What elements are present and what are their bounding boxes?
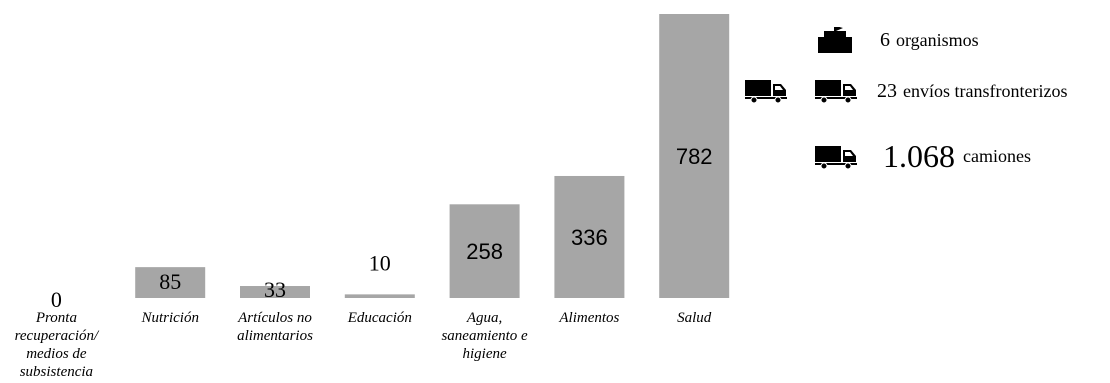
value-label-4: 258 xyxy=(466,239,503,264)
legend-organismos: 6 organismos xyxy=(818,27,979,53)
value-label-2: 33 xyxy=(264,277,286,302)
legend-envios: 23 envíos transfronterizos xyxy=(745,78,1067,104)
truck-icon xyxy=(745,80,787,104)
bar-6 xyxy=(659,14,730,298)
category-label-0-line-0: Pronta xyxy=(35,310,77,326)
value-label-1: 85 xyxy=(159,269,181,294)
truck-icon xyxy=(815,80,857,104)
envios-number: 23 xyxy=(877,79,897,102)
bar-3 xyxy=(344,294,415,298)
envios-label: envíos transfronterizos xyxy=(903,80,1068,101)
category-label-0-line-3: subsistencia xyxy=(20,364,93,380)
category-label-4-line-1: saneamiento e xyxy=(441,328,528,344)
category-label-2-line-1: alimentarios xyxy=(237,328,313,344)
category-label-4-line-0: Agua, xyxy=(466,310,502,326)
bar-2 xyxy=(240,286,310,298)
legend-camiones: 1.068 camiones xyxy=(815,138,1031,175)
building-flag-icon xyxy=(818,27,852,53)
category-label-5-line-0: Alimentos xyxy=(558,310,619,326)
bar-1 xyxy=(135,267,206,298)
category-label-3-line-0: Educación xyxy=(347,310,412,326)
value-label-0: 0 xyxy=(51,287,62,312)
truck-icon xyxy=(815,145,857,169)
camiones-number: 1.068 xyxy=(883,138,955,174)
bar-4 xyxy=(449,204,520,298)
organismos-number: 6 xyxy=(880,28,890,51)
category-label-6-line-0: Salud xyxy=(677,310,712,326)
category-label-1-line-0: Nutrición xyxy=(140,310,199,326)
category-label-0-line-2: medios de xyxy=(26,346,87,362)
value-label-3: 10 xyxy=(369,250,391,275)
bar-5 xyxy=(554,175,625,298)
category-label-0-line-1: recuperación/ xyxy=(15,328,100,344)
category-label-4-line-2: higiene xyxy=(463,346,507,362)
value-label-6: 782 xyxy=(676,144,713,169)
value-label-5: 336 xyxy=(571,225,608,250)
category-label-2-line-0: Artículos no xyxy=(237,310,312,326)
organismos-label: organismos xyxy=(896,29,979,50)
camiones-label: camiones xyxy=(963,146,1031,166)
